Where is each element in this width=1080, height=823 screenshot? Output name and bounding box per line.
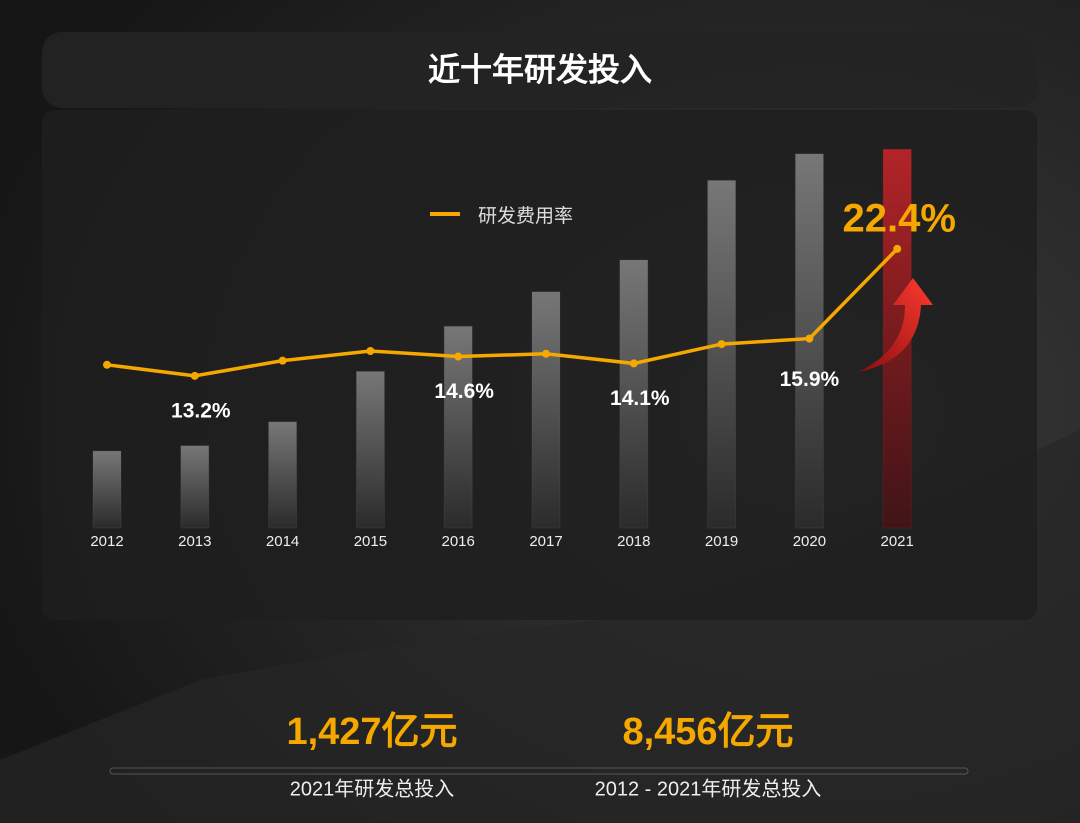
x-tick-label: 2012 [90,533,123,550]
value-label: 14.6% [434,380,494,403]
x-tick-label: 2015 [354,533,387,550]
bar [268,421,298,529]
value-label: 15.9% [780,368,840,391]
stat-label: 2021年研发总投入 [290,777,455,800]
bar [180,445,210,529]
bar [355,370,385,529]
x-tick-label: 2014 [266,533,299,550]
point [717,340,726,349]
chart-title: 近十年研发投入 [428,51,652,87]
stat-value: 8,456亿元 [622,711,793,753]
value-label: 22.4% [842,196,955,240]
bar [92,450,122,529]
x-tick-label: 2013 [178,533,211,550]
x-tick-label: 2019 [705,533,738,550]
line [106,247,899,378]
x-tick-label: 2017 [529,533,562,550]
value-label: 14.1% [610,387,670,410]
x-tick-label: 2018 [617,533,650,550]
divider-bar [109,767,969,775]
x-tick-label: 2020 [793,533,826,550]
stat-label: 2012 - 2021年研发总投入 [595,777,822,800]
point [805,334,814,343]
value-label: 13.2% [171,399,231,422]
mountain [0,430,1080,823]
up-arrow [858,278,933,372]
point [454,352,463,361]
plot: 2012 2013 2014 2015 2016 2017 2018 2019 2020 2021… [90,148,956,550]
x-tick-label: 2021 [881,533,914,550]
point [629,359,638,368]
bar [531,291,561,529]
point [278,356,287,365]
legend-label: 研发费用率 [478,205,573,227]
bar [707,179,737,529]
point [893,244,902,253]
point [103,360,111,369]
point [542,349,550,358]
point [190,371,199,380]
point [366,347,375,355]
stat-value: 1,427亿元 [286,711,457,753]
bar [619,259,649,529]
title-panel [42,32,1037,108]
x-tick-label: 2016 [442,533,475,550]
